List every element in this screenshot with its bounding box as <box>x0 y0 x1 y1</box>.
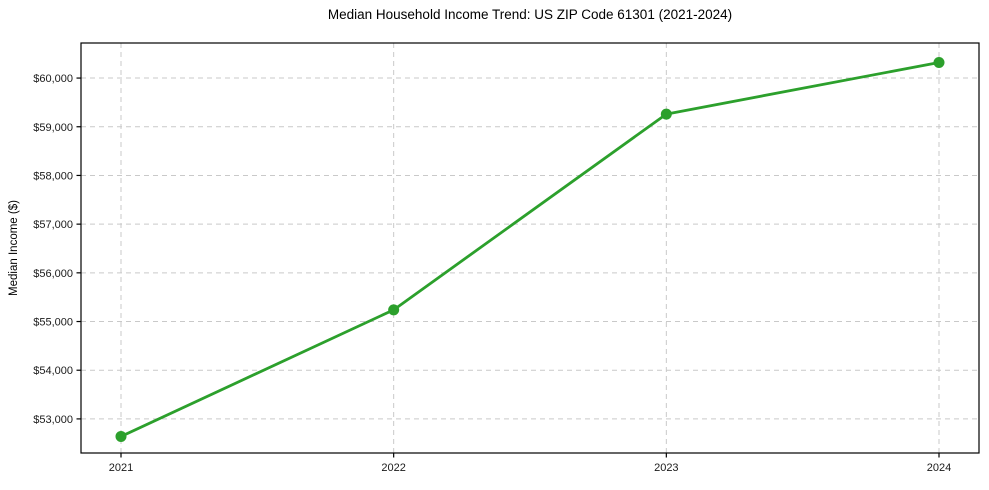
data-point-2021 <box>115 430 127 442</box>
data-point-2024 <box>933 56 945 68</box>
data-point-2023 <box>660 108 672 120</box>
y-tick-label: $60,000 <box>33 73 73 85</box>
x-tick-label: 2021 <box>109 462 133 474</box>
y-tick-label: $54,000 <box>33 365 73 377</box>
y-tick-label: $53,000 <box>33 414 73 426</box>
y-tick-label: $57,000 <box>33 219 73 231</box>
x-tick-label: 2024 <box>927 462 951 474</box>
y-tick-label: $59,000 <box>33 122 73 134</box>
x-tick-label: 2023 <box>654 462 678 474</box>
y-tick-label: $58,000 <box>33 170 73 182</box>
trend-line <box>119 61 941 438</box>
plot-frame <box>80 42 980 454</box>
y-tick-label: $56,000 <box>33 268 73 280</box>
chart-title: Median Household Income Trend: US ZIP Co… <box>327 7 733 22</box>
data-point-2022 <box>388 304 400 316</box>
y-tick-label: $55,000 <box>33 317 73 329</box>
x-tick-label: 2022 <box>381 462 405 474</box>
